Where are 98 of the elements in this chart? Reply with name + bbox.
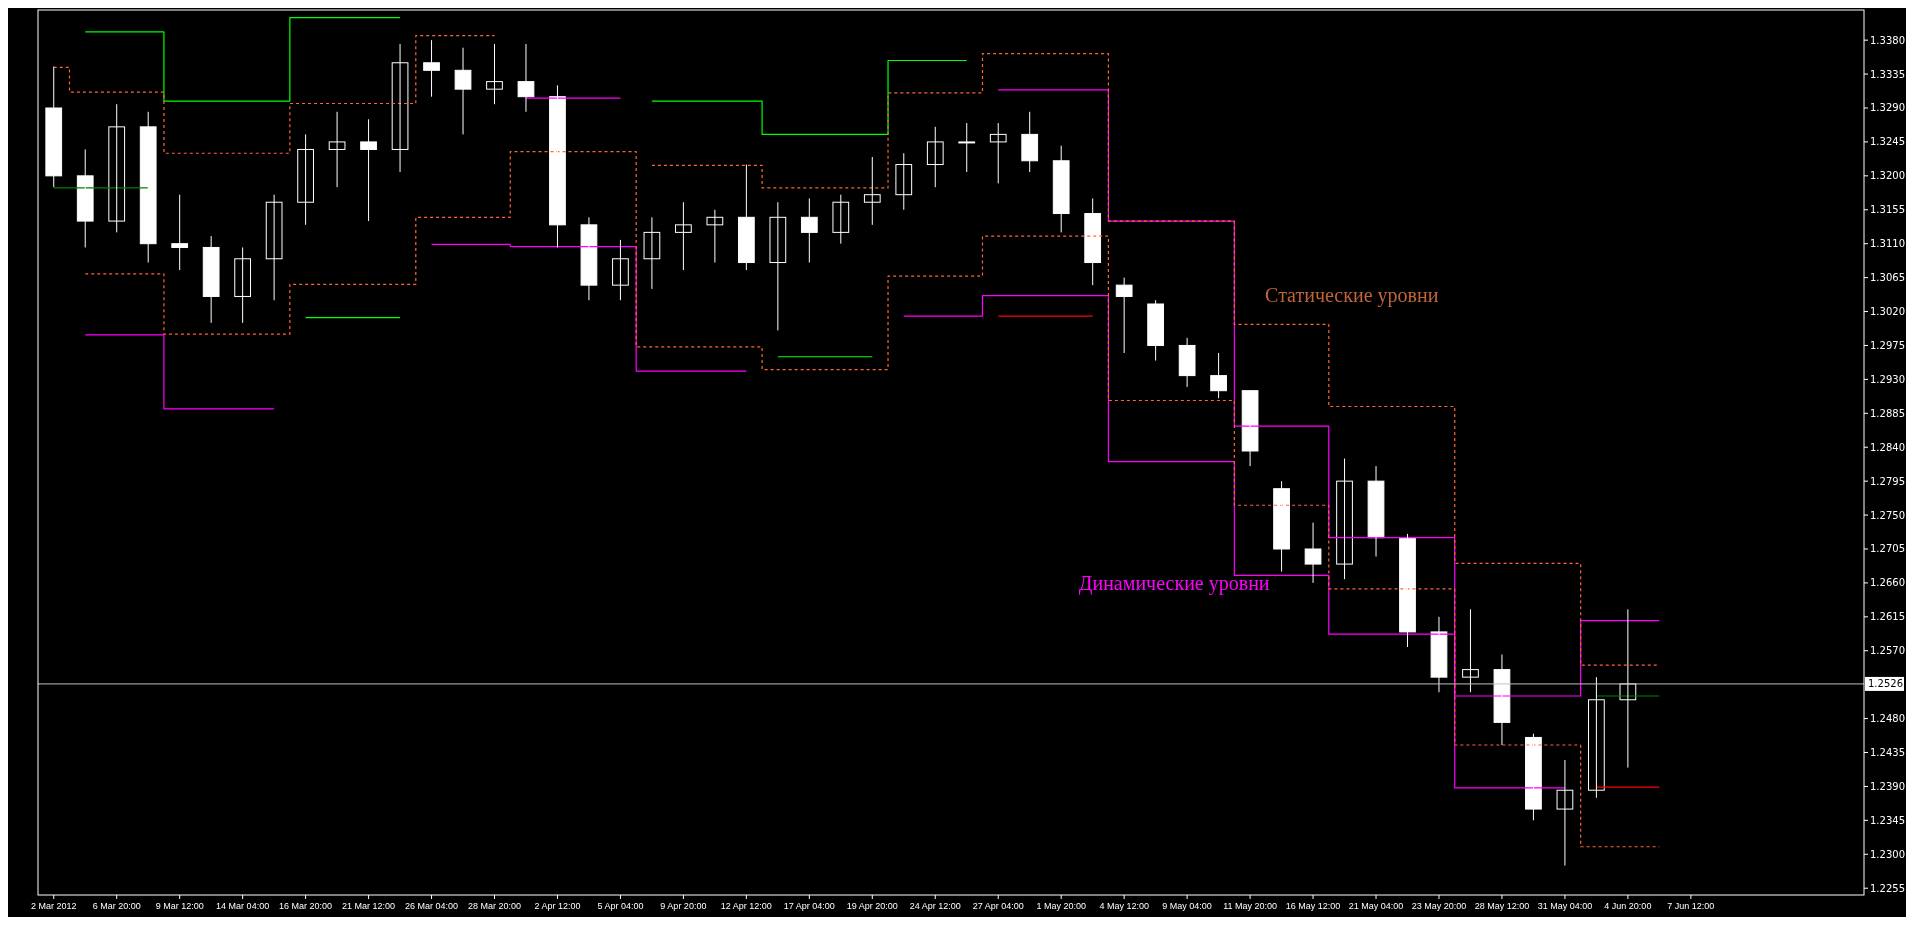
y-tick-label: 1.2795 (1870, 475, 1905, 487)
candlestick (800, 197, 818, 264)
y-tick-label: 1.3335 (1870, 68, 1905, 80)
candlestick (328, 111, 346, 188)
candlestick (360, 118, 377, 222)
x-tick-label: 21 Mar 12:00 (342, 901, 396, 911)
candlestick (769, 201, 787, 331)
candlestick (391, 43, 409, 173)
x-tick-label: 16 May 12:00 (1285, 901, 1341, 911)
y-tick-label: 1.3380 (1870, 34, 1905, 46)
y-tick-label: 1.2390 (1870, 780, 1905, 792)
x-tick-label: 28 Mar 20:00 (467, 901, 522, 911)
y-tick-label: 1.2885 (1870, 407, 1905, 419)
y-tick-label: 1.2345 (1870, 814, 1905, 826)
candlestick (486, 43, 503, 105)
candlestick (1304, 522, 1322, 584)
candlestick (895, 152, 913, 211)
candlestick (1367, 465, 1385, 558)
candlestick (1052, 145, 1070, 233)
y-tick-label: 1.3110 (1870, 238, 1905, 250)
candlestick (1588, 676, 1605, 799)
x-tick-label: 14 Mar 04:00 (216, 901, 270, 911)
x-tick-label: 11 May 20:00 (1223, 901, 1278, 911)
candlestick (1147, 299, 1165, 362)
candlestick (612, 239, 629, 301)
x-tick-label: 4 May 12:00 (1099, 901, 1149, 911)
ref-line-label: 1.2526 (1868, 678, 1903, 690)
x-tick-label: 19 Apr 20:00 (846, 901, 898, 911)
candlestick (926, 126, 944, 188)
y-tick-label: 1.3020 (1870, 306, 1905, 318)
y-tick-label: 1.2660 (1870, 577, 1905, 589)
candlestick (832, 194, 850, 245)
y-tick-label: 1.2570 (1870, 645, 1905, 657)
candlestick (1525, 733, 1542, 821)
candlestick (675, 201, 692, 271)
x-tick-label: 24 Apr 12:00 (909, 901, 961, 911)
candlestick (1084, 197, 1102, 286)
x-tick-label: 27 Apr 04:00 (972, 901, 1024, 911)
candlestick (1336, 458, 1353, 580)
y-tick-label: 1.2840 (1870, 441, 1905, 453)
candlestick (1115, 277, 1133, 354)
candlestick (202, 235, 220, 324)
y-tick-label: 1.2975 (1870, 339, 1905, 351)
candlestick (989, 122, 1007, 184)
candlestick (139, 111, 157, 264)
candlestick (1556, 759, 1574, 867)
x-tick-label: 2 Apr 12:00 (534, 901, 581, 911)
y-tick-label: 1.2615 (1870, 611, 1905, 623)
candlestick (45, 66, 63, 188)
annotation: Динамические уровни (1078, 571, 1270, 595)
y-tick-label: 1.2480 (1870, 713, 1905, 725)
candlestick (454, 47, 472, 135)
x-tick-label: 12 Apr 12:00 (720, 901, 772, 911)
x-tick-label: 9 Apr 20:00 (660, 901, 707, 911)
x-tick-label: 5 Apr 04:00 (597, 901, 644, 911)
candlestick (76, 148, 94, 248)
x-tick-label: 9 May 04:00 (1162, 901, 1212, 911)
x-tick-label: 23 May 20:00 (1411, 901, 1467, 911)
x-tick-label: 6 Mar 20:00 (92, 901, 141, 911)
y-tick-label: 1.3290 (1870, 102, 1905, 114)
y-tick-label: 1.2255 (1870, 882, 1905, 894)
candlestick (1430, 616, 1448, 693)
candlestick (958, 122, 976, 173)
candlestick (297, 133, 314, 226)
candlestick (737, 164, 755, 271)
y-tick-label: 1.2435 (1870, 747, 1905, 759)
candlestick (234, 246, 252, 324)
candlestick (1021, 111, 1039, 173)
y-tick-label: 1.3065 (1870, 272, 1905, 284)
candlestick (1399, 533, 1416, 648)
candlestick (1462, 608, 1479, 693)
y-tick-label: 1.3155 (1870, 204, 1905, 216)
x-tick-label: 16 Mar 20:00 (279, 901, 333, 911)
x-tick-label: 4 Jun 20:00 (1604, 901, 1652, 911)
x-tick-label: 26 Mar 04:00 (405, 901, 459, 911)
y-tick-label: 1.3245 (1870, 136, 1905, 148)
x-tick-label: 31 May 04:00 (1537, 901, 1593, 911)
candlestick (1210, 352, 1227, 399)
candlestick (171, 194, 189, 271)
y-tick-label: 1.2930 (1870, 373, 1905, 385)
x-tick-label: 28 May 12:00 (1474, 901, 1530, 911)
candlestick (108, 103, 126, 233)
x-tick-label: 1 May 20:00 (1036, 901, 1086, 911)
candlestick (863, 156, 881, 226)
y-tick-label: 1.2705 (1870, 543, 1905, 555)
y-tick-label: 1.2300 (1870, 848, 1905, 860)
x-tick-label: 21 May 04:00 (1348, 901, 1404, 911)
y-tick-label: 1.2750 (1870, 509, 1905, 521)
x-tick-label: 7 Jun 12:00 (1667, 901, 1715, 911)
candlestick (549, 84, 566, 248)
y-tick-label: 1.3200 (1870, 170, 1905, 182)
annotation: Статические уровни (1265, 284, 1439, 308)
x-tick-label: 9 Mar 12:00 (155, 901, 204, 911)
x-tick-label: 2 Mar 2012 (30, 901, 77, 911)
x-tick-label: 17 Apr 04:00 (783, 901, 835, 911)
candlestick (423, 39, 440, 98)
candlestick (517, 43, 535, 113)
candlestick (1273, 480, 1290, 573)
